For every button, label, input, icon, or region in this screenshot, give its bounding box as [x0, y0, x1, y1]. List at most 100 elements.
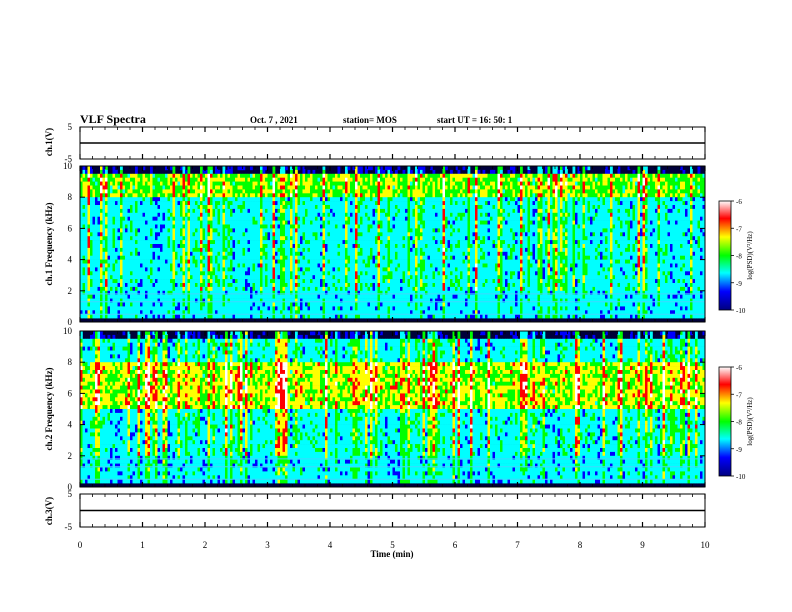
spectrogram-cell — [297, 193, 301, 198]
spectrogram-cell — [87, 251, 91, 256]
spectrogram-cell — [110, 228, 113, 233]
spectrogram-cell — [237, 166, 241, 171]
spectrogram-cell — [375, 283, 378, 288]
spectrogram-cell — [117, 173, 121, 178]
spectrogram-cell — [165, 314, 168, 319]
spectrogram-cell — [205, 302, 208, 307]
spectrogram-cell — [297, 306, 301, 311]
spectrogram-cell — [370, 236, 373, 241]
spectrogram-cell — [217, 169, 221, 175]
spectrogram-cell — [177, 220, 181, 225]
spectrogram-cell — [242, 314, 246, 319]
spectrogram-cell — [185, 201, 188, 206]
spectrogram-cell — [100, 279, 103, 284]
spectrogram-cell — [275, 279, 278, 284]
spectrogram-cell — [172, 279, 176, 284]
spectrogram-cell — [110, 263, 113, 268]
spectrogram-cell — [185, 197, 188, 202]
spectrogram-cell — [292, 220, 296, 225]
spectrogram-cell — [260, 220, 263, 225]
spectrogram-cell — [152, 205, 156, 210]
spectrogram-cell — [110, 302, 113, 307]
spectrogram-cell — [207, 177, 211, 182]
spectrogram-cell — [100, 240, 103, 245]
spectrogram-cell — [195, 298, 198, 303]
spectrogram-cell — [155, 259, 158, 264]
spectrogram-cell — [167, 294, 171, 299]
spectrogram-cell — [305, 201, 308, 206]
spectrogram-cell — [302, 166, 306, 171]
spectrogram-cell — [327, 197, 331, 202]
spectrogram-cell — [252, 267, 256, 272]
spectrogram-cell — [87, 212, 91, 217]
spectrogram-cell — [152, 255, 156, 260]
spectrogram-cell — [105, 244, 108, 249]
spectrogram-cell — [287, 275, 291, 280]
spectrogram-cell — [382, 286, 386, 292]
spectrogram-cell — [167, 251, 171, 256]
spectrogram-cell — [312, 263, 316, 268]
spectrogram-cell — [192, 314, 196, 319]
spectrogram-cell — [332, 286, 336, 292]
spectrogram-cell — [142, 197, 146, 202]
spectrogram-cell — [392, 290, 396, 295]
spectrogram-cell — [240, 255, 243, 260]
spectrogram-cell — [120, 177, 123, 182]
spectrogram-cell — [235, 177, 238, 182]
spectrogram-cell — [152, 189, 156, 194]
spectrogram-cell — [407, 169, 411, 175]
spectrogram-cell — [142, 212, 146, 217]
spectrogram-cell — [320, 224, 323, 229]
spectrogram-cell — [172, 173, 176, 178]
spectrogram-cell — [377, 216, 381, 221]
spectrogram-cell — [370, 271, 373, 276]
spectrogram-cell — [97, 189, 101, 194]
spectrogram-cell — [382, 279, 386, 284]
spectrogram-cell — [275, 201, 278, 206]
spectrogram-cell — [180, 310, 183, 315]
spectrogram-cell — [212, 205, 216, 210]
spectrogram-cell — [145, 244, 148, 249]
spectrogram-cell — [142, 240, 146, 245]
spectrogram-cell — [290, 177, 293, 182]
spectrogram-cell — [350, 267, 353, 272]
spectrogram-cell — [367, 310, 371, 315]
spectrogram-cell — [332, 298, 336, 303]
spectrogram-cell — [95, 294, 98, 299]
spectrogram-cell — [202, 197, 206, 202]
spectrogram-cell — [157, 177, 161, 182]
spectrogram-cell — [105, 290, 108, 295]
spectrogram-cell — [145, 271, 148, 276]
spectrogram-cell — [262, 255, 266, 260]
spectrogram-cell — [192, 208, 196, 214]
spectrogram-cell — [205, 247, 208, 253]
spectrogram-cell — [360, 193, 363, 198]
spectrogram-cell — [365, 310, 368, 315]
spectrogram-cell — [367, 259, 371, 264]
spectrogram-cell — [320, 193, 323, 198]
spectrogram-cell — [407, 259, 411, 264]
spectrogram-cell — [145, 267, 148, 272]
spectrogram-cell — [312, 251, 316, 256]
spectrogram-cell — [175, 205, 178, 210]
spectrogram-cell — [232, 294, 236, 299]
spectrogram-cell — [212, 267, 216, 272]
spectrogram-cell — [327, 267, 331, 272]
spectrogram-cell — [372, 290, 376, 295]
spectrogram-cell — [402, 247, 406, 253]
spectrogram-cell — [377, 251, 381, 256]
spectrogram-cell — [172, 271, 176, 276]
spectrogram-cell — [172, 208, 176, 214]
spectrogram-cell — [117, 314, 121, 319]
spectrogram-cell — [175, 279, 178, 284]
spectrogram-cell — [95, 255, 98, 260]
spectrogram-cell — [152, 267, 156, 272]
spectrogram-cell — [342, 189, 346, 194]
spectrogram-cell — [372, 286, 376, 292]
spectrogram-cell — [210, 267, 213, 272]
spectrogram-cell — [132, 251, 136, 256]
spectrogram-cell — [380, 177, 383, 182]
spectrogram-cell — [215, 236, 218, 241]
spectrogram-cell — [152, 240, 156, 245]
spectrogram-cell — [180, 185, 183, 190]
